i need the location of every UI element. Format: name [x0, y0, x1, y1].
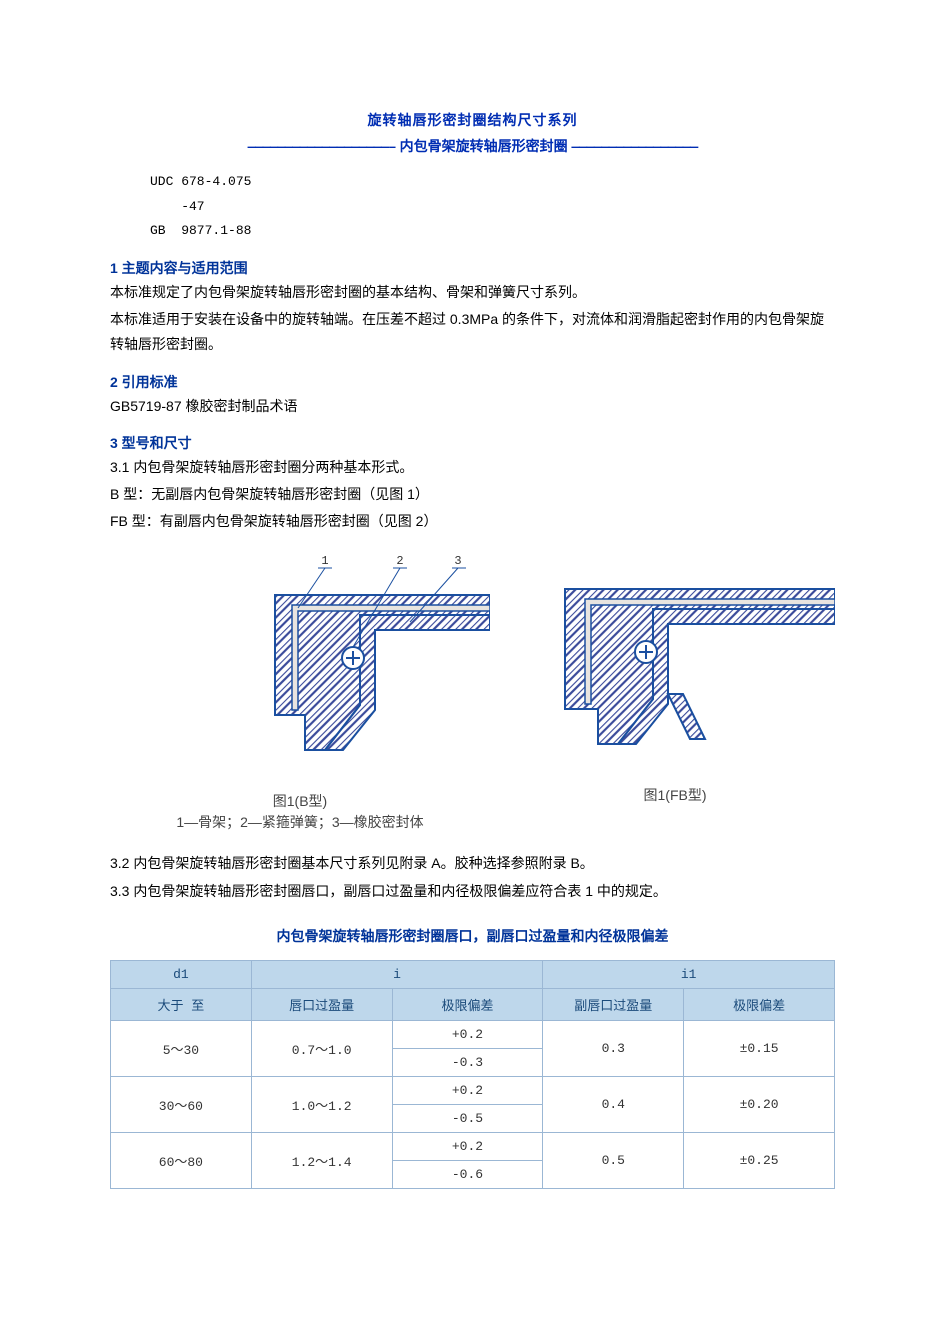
- figure-b-svg: 1 2 3: [110, 550, 490, 780]
- std-line-3: GB 9877.1-88: [150, 219, 835, 244]
- section-3-p3: FB 型：有副唇内包骨架旋转轴唇形密封圈（见图 2）: [110, 509, 835, 534]
- figure-fb-caption: 图1(FB型): [515, 785, 835, 806]
- cell-tol-lo: -0.6: [392, 1160, 543, 1188]
- tolerance-table: d1 i i1 大于 至 唇口过盈量 极限偏差 副唇口过盈量 极限偏差 5～30…: [110, 960, 835, 1189]
- figures-row: 1 2 3 图1(B型) 1—骨架；2—紧箍弹簧；3—橡胶密封体: [110, 544, 835, 833]
- th-i1: i1: [543, 960, 835, 988]
- cell-tol-lo: -0.5: [392, 1104, 543, 1132]
- figure-fb: 图1(FB型): [515, 544, 835, 833]
- section-1-p1: 本标准规定了内包骨架旋转轴唇形密封圈的基本结构、骨架和弹簧尺寸系列。: [110, 280, 835, 305]
- section-3-p5: 3.3 内包骨架旋转轴唇形密封圈唇口，副唇口过盈量和内径极限偏差应符合表 1 中…: [110, 879, 835, 904]
- th-lip: 唇口过盈量: [251, 988, 392, 1020]
- section-3-p4: 3.2 内包骨架旋转轴唇形密封圈基本尺寸系列见附录 A。胶种选择参照附录 B。: [110, 851, 835, 876]
- section-1-p2: 本标准适用于安装在设备中的旋转轴端。在压差不超过 0.3MPa 的条件下，对流体…: [110, 307, 835, 357]
- document-subtitle-row: ———————————————————– 内包骨架旋转轴唇形密封圈 ——————…: [110, 136, 835, 156]
- cell-tol-lo: -0.3: [392, 1048, 543, 1076]
- table-row: 5～30 0.7～1.0 +0.2 0.3 ±0.15: [111, 1020, 835, 1048]
- cell-d1: 60～80: [111, 1132, 252, 1188]
- figure-b-caption-line1: 图1(B型): [110, 791, 490, 812]
- table-row: 30～60 1.0～1.2 +0.2 0.4 ±0.20: [111, 1076, 835, 1104]
- figure-b-callout-2: 2: [396, 554, 403, 568]
- document-subtitle: 内包骨架旋转轴唇形密封圈: [400, 138, 568, 154]
- section-2-heading: 2 引用标准: [110, 372, 835, 392]
- section-3-p1: 3.1 内包骨架旋转轴唇形密封圈分两种基本形式。: [110, 455, 835, 480]
- cell-tol-up: +0.2: [392, 1076, 543, 1104]
- section-1-heading: 1 主题内容与适用范围: [110, 258, 835, 278]
- cell-tol-up: +0.2: [392, 1020, 543, 1048]
- figure-b: 1 2 3 图1(B型) 1—骨架；2—紧箍弹簧；3—橡胶密封体: [110, 550, 490, 833]
- th-aux-tol: 极限偏差: [684, 988, 835, 1020]
- cell-aux: 0.3: [543, 1020, 684, 1076]
- cell-d1: 30～60: [111, 1076, 252, 1132]
- th-aux: 副唇口过盈量: [543, 988, 684, 1020]
- th-tol: 极限偏差: [392, 988, 543, 1020]
- cell-aux-tol: ±0.15: [684, 1020, 835, 1076]
- cell-d1: 5～30: [111, 1020, 252, 1076]
- figure-b-caption-line2: 1—骨架；2—紧箍弹簧；3—橡胶密封体: [110, 812, 490, 833]
- table-title: 内包骨架旋转轴唇形密封圈唇口，副唇口过盈量和内径极限偏差: [110, 926, 835, 946]
- figure-b-callout-3: 3: [454, 554, 461, 568]
- document-title: 旋转轴唇形密封圈结构尺寸系列: [110, 110, 835, 130]
- std-line-1: UDC 678-4.075: [150, 170, 835, 195]
- figure-b-callout-1: 1: [321, 554, 328, 568]
- std-line-2: -47: [150, 195, 835, 220]
- cell-lip: 1.0～1.2: [251, 1076, 392, 1132]
- section-3-heading: 3 型号和尺寸: [110, 433, 835, 453]
- dashes-right: —————————————————: [571, 140, 697, 156]
- cell-aux: 0.5: [543, 1132, 684, 1188]
- table-row: 60～80 1.2～1.4 +0.2 0.5 ±0.25: [111, 1132, 835, 1160]
- cell-aux-tol: ±0.25: [684, 1132, 835, 1188]
- cell-lip: 1.2～1.4: [251, 1132, 392, 1188]
- section-3-p2: B 型：无副唇内包骨架旋转轴唇形密封圈（见图 1）: [110, 482, 835, 507]
- cell-tol-up: +0.2: [392, 1132, 543, 1160]
- th-d1: d1: [111, 960, 252, 988]
- th-range: 大于 至: [111, 988, 252, 1020]
- page: 旋转轴唇形密封圈结构尺寸系列 ———————————————————– 内包骨架…: [0, 0, 945, 1337]
- cell-aux-tol: ±0.20: [684, 1076, 835, 1132]
- figure-fb-svg: [515, 544, 835, 774]
- cell-lip: 0.7～1.0: [251, 1020, 392, 1076]
- table-header-row-2: 大于 至 唇口过盈量 极限偏差 副唇口过盈量 极限偏差: [111, 988, 835, 1020]
- table-header-row-1: d1 i i1: [111, 960, 835, 988]
- section-2-p1: GB5719-87 橡胶密封制品术语: [110, 394, 835, 419]
- dashes-left: ———————————————————–: [248, 140, 396, 156]
- th-i: i: [251, 960, 543, 988]
- standard-codes: UDC 678-4.075 -47 GB 9877.1-88: [150, 170, 835, 244]
- cell-aux: 0.4: [543, 1076, 684, 1132]
